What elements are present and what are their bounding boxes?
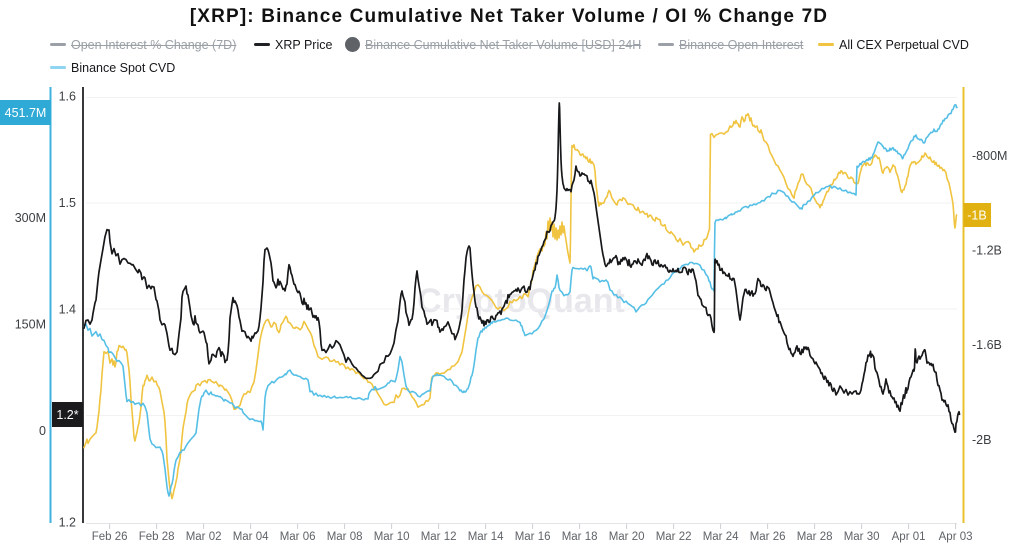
svg-text:1.6: 1.6 — [59, 90, 76, 104]
svg-text:-2B: -2B — [972, 433, 991, 447]
svg-text:451.7M: 451.7M — [5, 106, 47, 120]
svg-text:Mar 16: Mar 16 — [515, 531, 551, 543]
svg-text:Mar 12: Mar 12 — [421, 531, 457, 543]
svg-text:1.4: 1.4 — [59, 303, 76, 317]
svg-text:Mar 18: Mar 18 — [562, 531, 598, 543]
svg-text:-1B: -1B — [967, 209, 986, 223]
svg-text:Mar 08: Mar 08 — [327, 531, 363, 543]
svg-text:Apr 01: Apr 01 — [892, 531, 926, 543]
svg-text:-800M: -800M — [972, 149, 1007, 163]
svg-text:Feb 26: Feb 26 — [92, 531, 128, 543]
svg-text:-1.6B: -1.6B — [972, 338, 1002, 352]
svg-text:150M: 150M — [15, 318, 46, 332]
svg-text:Mar 24: Mar 24 — [703, 531, 739, 543]
svg-text:Mar 26: Mar 26 — [750, 531, 786, 543]
svg-text:Mar 02: Mar 02 — [186, 531, 222, 543]
svg-text:Mar 06: Mar 06 — [280, 531, 316, 543]
svg-text:1.2: 1.2 — [59, 516, 76, 530]
svg-text:Mar 22: Mar 22 — [656, 531, 692, 543]
svg-text:Feb 28: Feb 28 — [139, 531, 175, 543]
svg-text:Mar 20: Mar 20 — [609, 531, 645, 543]
svg-text:0: 0 — [39, 424, 46, 438]
svg-text:-1.2B: -1.2B — [972, 244, 1002, 258]
svg-text:Mar 30: Mar 30 — [844, 531, 880, 543]
svg-text:CryptoQuant: CryptoQuant — [417, 282, 625, 320]
svg-text:Apr 03: Apr 03 — [939, 531, 973, 543]
svg-text:Mar 28: Mar 28 — [797, 531, 833, 543]
svg-text:1.2*: 1.2* — [56, 408, 78, 422]
svg-text:Mar 10: Mar 10 — [374, 531, 410, 543]
svg-text:300M: 300M — [15, 211, 46, 225]
svg-text:1.5: 1.5 — [59, 196, 76, 210]
svg-text:Mar 04: Mar 04 — [233, 531, 269, 543]
svg-text:Mar 14: Mar 14 — [468, 531, 504, 543]
